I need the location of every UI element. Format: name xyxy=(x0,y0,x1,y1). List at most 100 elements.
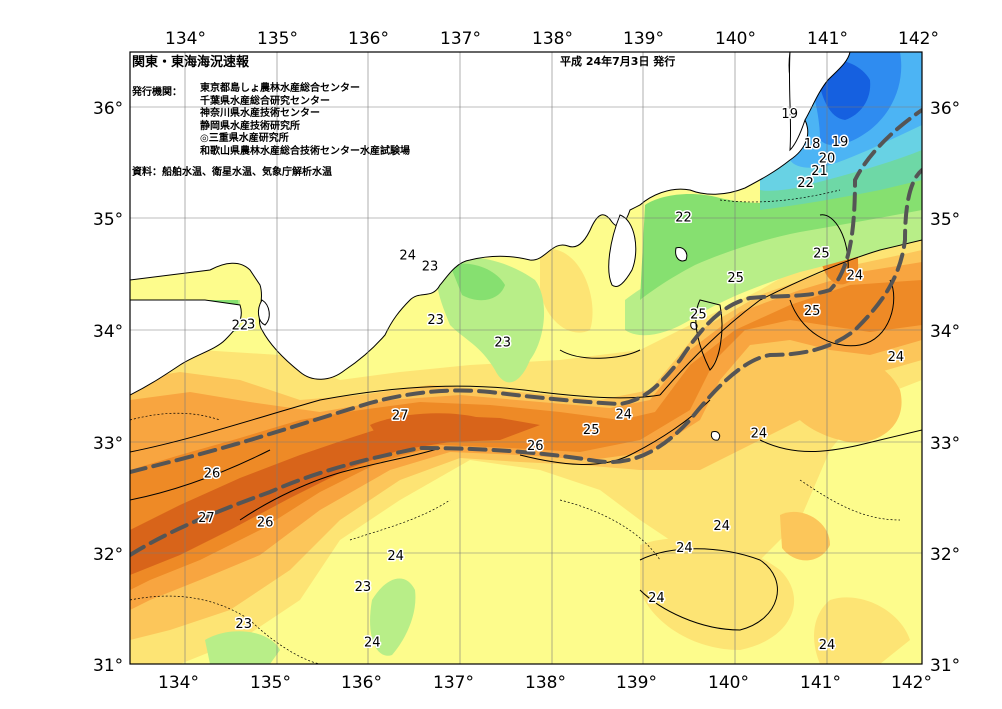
isotherms xyxy=(130,214,922,631)
isotherm-label: 19 xyxy=(781,107,798,122)
isotherm-label: 27 xyxy=(392,409,409,424)
isotherm-label: 26 xyxy=(204,467,221,482)
isotherm-label: 24 xyxy=(888,350,905,365)
isotherm-label: 26 xyxy=(257,516,274,531)
lat-label-left: 35° xyxy=(93,210,123,230)
lon-label-bottom: 141° xyxy=(800,673,841,693)
publisher: 神奈川県水産技術センター xyxy=(200,108,320,119)
sst-band-22 xyxy=(450,263,505,301)
sst-band-24-5 xyxy=(814,597,910,664)
land-awaji xyxy=(257,299,270,326)
isotherm-label: 20 xyxy=(819,152,836,167)
isotherm-label: 24 xyxy=(847,269,864,284)
lon-label-top: 134° xyxy=(165,29,206,49)
isotherm-label: 25 xyxy=(804,304,821,319)
isotherms-dotted xyxy=(130,189,901,664)
lat-axis-left: 36° 35° 34° 33° 32° 31° xyxy=(93,99,123,676)
lat-label-left: 31° xyxy=(93,656,123,676)
publisher: 静岡県水産技術研究所 xyxy=(200,120,300,132)
publishers-list: 東京都島しょ農林水産総合センター 千葉県水産総合研究センター 神奈川県水産技術セ… xyxy=(200,83,410,158)
publisher: ◎三重県水産研究所 xyxy=(200,133,289,144)
lat-label-left: 32° xyxy=(93,545,123,565)
lon-label-bottom: 139° xyxy=(616,673,657,693)
isotherm-label: 3 xyxy=(247,318,255,333)
isotherm-label: 25 xyxy=(813,246,830,261)
isotherm-label: 23 xyxy=(427,313,444,328)
lon-label-top: 139° xyxy=(623,29,664,49)
lon-label-bottom: 136° xyxy=(341,673,382,693)
sst-band-24-5 xyxy=(640,538,795,650)
current-axis-north xyxy=(130,108,922,474)
data-source: 資料：船舶水温、衛星水温、気象庁解析水温 xyxy=(132,167,332,178)
isotherm-label: 24 xyxy=(616,408,633,423)
sst-band-24-5 xyxy=(540,248,593,333)
sst-band-23 xyxy=(370,578,416,656)
isotherm-label: 21 xyxy=(811,164,828,179)
isotherm-label: 24 xyxy=(751,427,768,442)
lon-label-bottom: 142° xyxy=(891,673,932,693)
lon-label-bottom: 140° xyxy=(708,673,749,693)
land-honshu xyxy=(130,52,809,380)
isotherm-label: 26 xyxy=(527,439,544,454)
lon-label-top: 140° xyxy=(715,29,756,49)
sst-band-27 xyxy=(370,413,480,440)
isotherm-label: 22 xyxy=(675,211,692,226)
lon-label-top: 142° xyxy=(898,29,939,49)
isotherm-label: 24 xyxy=(819,638,836,653)
isotherm-label: 24 xyxy=(676,541,693,556)
sst-band-27 xyxy=(130,416,540,575)
isotherm-label: 24 xyxy=(648,591,665,606)
lon-label-bottom: 137° xyxy=(433,673,474,693)
isotherm-label: 23 xyxy=(235,617,252,632)
current-axis xyxy=(130,108,922,557)
sst-band-25 xyxy=(780,511,830,561)
issue-date: 平成 24年7月3日 発行 xyxy=(560,55,676,68)
isotherm-label: 27 xyxy=(198,511,215,526)
lon-label-bottom: 135° xyxy=(250,673,291,693)
lon-label-top: 137° xyxy=(440,29,481,49)
isotherm-label: 25 xyxy=(690,308,707,323)
lat-label-right: 32° xyxy=(930,545,960,565)
sst-band-26 xyxy=(130,280,922,590)
isotherm-label: 25 xyxy=(583,423,600,438)
isotherm-label: 23 xyxy=(355,580,372,595)
publisher: 東京都島しょ農林水産総合センター xyxy=(200,83,360,94)
publisher: 千葉県水産総合研究センター xyxy=(200,95,330,107)
lon-label-top: 136° xyxy=(348,29,389,49)
land-oshima xyxy=(675,247,688,262)
lat-axis-right: 36° 35° 34° 33° 32° 31° xyxy=(930,99,960,676)
isotherm-label: 23 xyxy=(494,335,511,350)
isotherm-label: 25 xyxy=(727,271,744,286)
lon-label-bottom: 134° xyxy=(158,673,199,693)
lon-axis-bottom: 134° 135° 136° 137° 138° 139° 140° 141° … xyxy=(158,673,932,693)
isotherm-label: 18 xyxy=(804,137,821,152)
isotherm-label: 24 xyxy=(713,519,730,534)
publisher: 和歌山県農林水産総合技術センター水産試験場 xyxy=(200,145,410,157)
sst-band-23 xyxy=(205,631,280,664)
lat-label-right: 34° xyxy=(930,322,960,342)
isotherm-label: 19 xyxy=(832,135,849,150)
lat-label-left: 36° xyxy=(93,99,123,119)
lat-label-right: 31° xyxy=(930,656,960,676)
land xyxy=(130,52,851,441)
graticule xyxy=(130,52,922,664)
isotherm-label: 24 xyxy=(387,549,404,564)
lon-label-bottom: 138° xyxy=(525,673,566,693)
lon-label-top: 135° xyxy=(257,29,298,49)
isotherm-label: 22 xyxy=(232,319,249,334)
map-frame xyxy=(129,51,923,665)
map-title: 関東・東海海況速報 xyxy=(132,55,250,70)
lat-label-left: 33° xyxy=(93,434,123,454)
lon-label-top: 138° xyxy=(532,29,573,49)
sst-band-22 xyxy=(640,175,922,300)
current-axis-south xyxy=(130,168,922,557)
lat-label-right: 33° xyxy=(930,434,960,454)
land-shikoku xyxy=(130,299,242,396)
isotherm-label: 24 xyxy=(399,249,416,264)
lat-label-right: 36° xyxy=(930,99,960,119)
land-boso xyxy=(788,52,851,152)
lon-axis-top: 134° 135° 136° 137° 138° 139° 140° 141° … xyxy=(165,29,939,49)
